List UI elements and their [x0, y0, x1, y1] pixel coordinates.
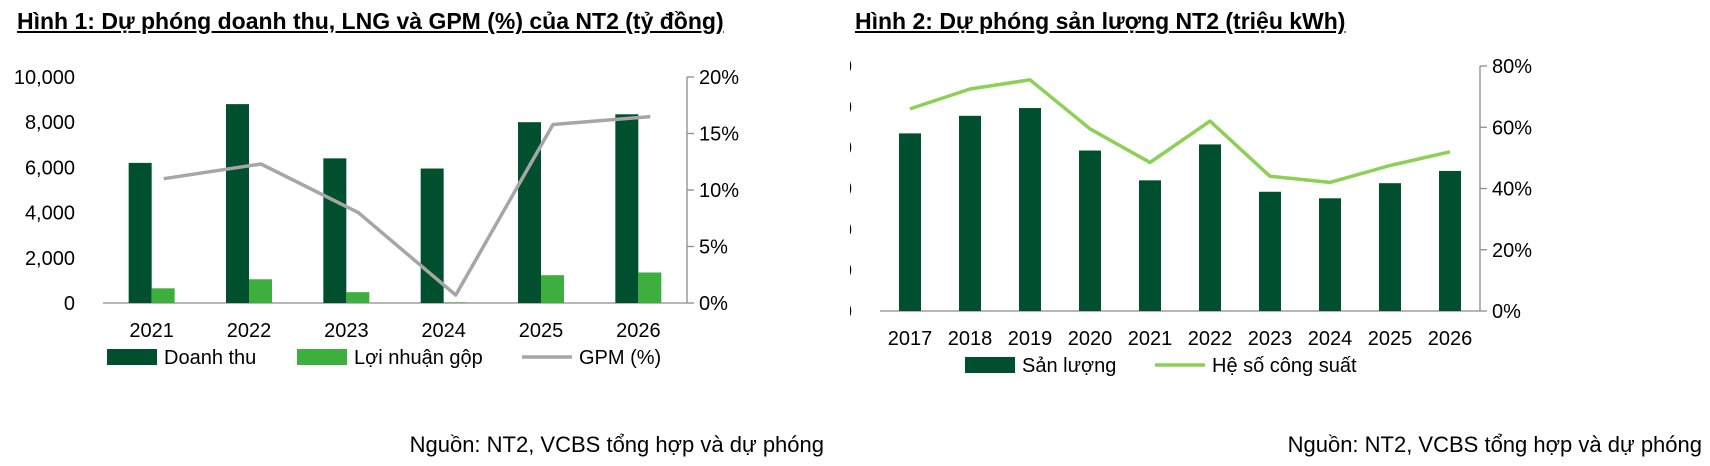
left-axis-tick-label: 1,000	[850, 260, 852, 282]
legend-label: Lợi nhuận gộp	[354, 347, 483, 369]
right-axis-tick-label: 0%	[1492, 301, 1521, 323]
bar-sản-lượng	[899, 133, 921, 311]
legend-label: Sản lượng	[1022, 355, 1116, 377]
left-axis-tick-label: 2,000	[850, 219, 852, 241]
bar-lợi-nhuận-gộp	[541, 275, 564, 303]
chart-panel-revenue: Hình 1: Dự phóng doanh thu, LNG và GPM (…	[0, 0, 830, 461]
right-axis-tick-label: 15%	[699, 124, 739, 146]
x-axis-tick-label: 2019	[1008, 328, 1053, 350]
right-axis-tick-label: 0%	[699, 293, 728, 315]
left-axis-tick-label: 5,000	[850, 97, 852, 119]
right-axis-tick-label: 60%	[1492, 117, 1532, 139]
bar-sản-lượng	[1199, 144, 1221, 311]
left-axis-tick-label: 6,000	[25, 157, 75, 179]
bar-doanh-thu	[226, 104, 249, 304]
revenue-chart: 0% 5% 10% 15% 20% 0 2,000 4,000 6,000 8,000 10,000…	[14, 67, 739, 369]
series-line	[163, 114, 651, 297]
left-axis-tick-label: 3,000	[850, 179, 852, 201]
bar-lợi-nhuận-gộp	[151, 288, 175, 303]
x-axis-tick-label: 2022	[227, 320, 272, 342]
chart-title: Hình 2: Dự phóng sản lượng NT2 (triệu kW…	[855, 8, 1346, 34]
x-axis-tick-label: 2025	[519, 320, 564, 342]
chart-source: Nguồn: NT2, VCBS tổng hợp và dự phóng	[409, 432, 824, 457]
legend-swatch	[107, 349, 157, 365]
bar-doanh-thu	[323, 158, 347, 303]
left-axis-tick-label: 0	[850, 301, 852, 323]
x-axis-tick-label: 2025	[1368, 328, 1413, 350]
right-axis-tick-label: 5%	[699, 237, 728, 259]
left-axis-tick-label: 4,000	[25, 203, 75, 225]
bar-lợi-nhuận-gộp	[443, 302, 467, 303]
legend-swatch	[297, 349, 347, 365]
left-axis-tick-label: 10,000	[14, 67, 75, 89]
left-axis-tick-label: 2,000	[25, 248, 75, 270]
bar-sản-lượng	[1139, 180, 1161, 311]
left-axis-tick-label: 8,000	[25, 112, 75, 134]
x-axis-tick-label: 2020	[1068, 328, 1113, 350]
right-axis-tick-label: 40%	[1492, 179, 1532, 201]
bar-sản-lượng	[1079, 150, 1101, 311]
bar-sản-lượng	[1259, 191, 1281, 311]
bar-sản-lượng	[959, 115, 981, 311]
x-axis-tick-label: 2026	[1428, 328, 1473, 350]
bar-lợi-nhuận-gộp	[638, 272, 662, 303]
chart-panel-output: Hình 2: Dự phóng sản lượng NT2 (triệu kW…	[802, 0, 1710, 461]
right-axis-tick-label: 80%	[1492, 56, 1532, 78]
bar-lợi-nhuận-gộp	[346, 292, 370, 303]
right-axis-tick-label: 20%	[699, 67, 739, 89]
x-axis-tick-label: 2018	[948, 328, 993, 350]
right-axis-tick-label: 20%	[1492, 240, 1532, 262]
x-axis-tick-label: 2024	[421, 320, 466, 342]
legend-label: Doanh thu	[164, 347, 256, 369]
x-axis-tick-label: 2026	[616, 320, 661, 342]
bar-sản-lượng	[1439, 170, 1461, 311]
legend-label: Hệ số công suất	[1212, 355, 1357, 377]
bar-sản-lượng	[1319, 198, 1341, 311]
right-axis-tick-label: 10%	[699, 180, 739, 202]
x-axis-tick-label: 2024	[1308, 328, 1353, 350]
x-axis-tick-label: 2023	[324, 320, 369, 342]
x-axis-tick-label: 2021	[1128, 328, 1173, 350]
bar-doanh-thu	[518, 122, 541, 303]
left-axis-tick-label: 6,000	[850, 56, 852, 78]
x-axis-tick-label: 2021	[129, 320, 174, 342]
bar-doanh-thu	[128, 162, 152, 303]
bar-doanh-thu	[615, 114, 639, 303]
left-axis-tick-label: 0	[64, 293, 75, 315]
bar-sản-lượng	[1379, 183, 1401, 311]
legend-swatch	[965, 357, 1015, 373]
legend-label: GPM (%)	[579, 347, 661, 369]
x-axis-tick-label: 2017	[888, 328, 933, 350]
chart-title: Hình 1: Dự phóng doanh thu, LNG và GPM (…	[17, 8, 724, 34]
output-chart: 0% 20% 40% 60% 80% 0 1,000 2,000 3,000 4,000 5,000…	[802, 56, 1532, 377]
x-axis-tick-label: 2022	[1188, 328, 1233, 350]
left-axis-tick-label: 4,000	[850, 138, 852, 160]
bar-sản-lượng	[1019, 108, 1041, 311]
bar-lợi-nhuận-gộp	[249, 279, 272, 303]
chart-source: Nguồn: NT2, VCBS tổng hợp và dự phóng	[1287, 432, 1702, 457]
series-line	[909, 78, 1451, 185]
x-axis-tick-label: 2023	[1248, 328, 1293, 350]
